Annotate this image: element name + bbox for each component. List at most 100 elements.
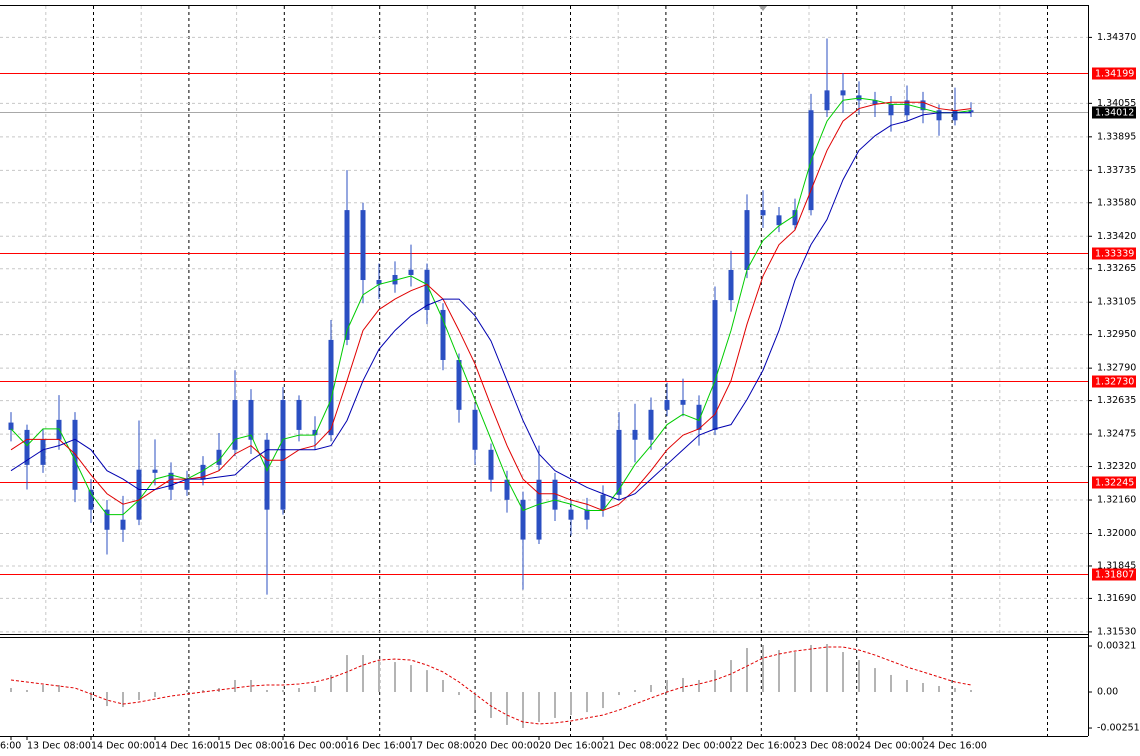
y-tick-label: 1.34055 xyxy=(1097,98,1136,109)
candle-body xyxy=(680,399,686,405)
level-label-box xyxy=(1092,247,1136,260)
x-tick-label: 24 Dec 16:00 xyxy=(923,741,987,752)
candle-body xyxy=(104,509,110,530)
candle-body xyxy=(440,309,446,360)
y-tick-label: 1.33580 xyxy=(1097,197,1136,208)
candle-body xyxy=(392,274,398,285)
candle-body xyxy=(168,472,174,490)
level-label-box xyxy=(1092,568,1136,581)
y-tick-label: 1.31845 xyxy=(1097,560,1136,571)
indicator-line xyxy=(10,101,972,512)
level-label-box xyxy=(1092,67,1136,80)
candle-body xyxy=(456,359,462,410)
candle-body xyxy=(968,110,974,113)
candle-body xyxy=(664,399,670,410)
x-tick-label: 24 Dec 00:00 xyxy=(859,741,923,752)
candle-body xyxy=(328,339,334,436)
y-tick-label: 0.00321 xyxy=(1097,641,1136,652)
level-label-box xyxy=(1092,375,1136,388)
candle-body xyxy=(616,429,622,495)
candle-body xyxy=(840,90,846,96)
candle-body xyxy=(744,210,750,270)
candle-body xyxy=(408,269,414,275)
candle-body xyxy=(488,449,494,480)
candle-body xyxy=(920,100,926,111)
candle-body xyxy=(600,494,606,510)
candle-body xyxy=(936,110,942,121)
x-tick-label: 14 Dec 00:00 xyxy=(91,741,155,752)
y-tick-label: 1.32475 xyxy=(1097,429,1136,440)
grid xyxy=(0,6,1088,736)
candle-body xyxy=(952,110,958,121)
candle-body xyxy=(248,399,254,440)
candle-body xyxy=(312,429,318,436)
candle-body xyxy=(264,439,270,510)
marks xyxy=(8,38,974,728)
candle-body xyxy=(584,509,590,520)
axes: 6:00 13 Dec 08:00 14 Dec 00:00 14 Dec 16:00… xyxy=(0,5,1140,752)
y-tick-label: 1.33735 xyxy=(1097,165,1136,176)
candle-body xyxy=(216,449,222,465)
level-label: 1.33339 xyxy=(1095,249,1134,260)
indicator-line xyxy=(10,112,971,501)
x-tick-label: 20 Dec 16:00 xyxy=(539,741,603,752)
candle-body xyxy=(904,100,910,116)
candle-body xyxy=(696,404,702,430)
candle-body xyxy=(712,300,718,430)
candle-body xyxy=(424,269,430,310)
level-label: 1.32730 xyxy=(1095,377,1134,388)
y-tick-label: 1.31690 xyxy=(1097,593,1136,604)
candle-body xyxy=(344,210,350,340)
x-tick-label: 6:00 xyxy=(0,741,21,752)
y-tick-label: 1.32000 xyxy=(1097,528,1136,539)
y-tick-label: 0.00 xyxy=(1097,687,1118,698)
x-tick-label: 22 Dec 00:00 xyxy=(667,741,731,752)
x-tick-label: 15 Dec 08:00 xyxy=(219,741,283,752)
candle-body xyxy=(376,280,382,285)
y-tick-label: 1.34370 xyxy=(1097,32,1136,43)
x-tick-label: 13 Dec 08:00 xyxy=(27,741,91,752)
y-tick-label: 1.32320 xyxy=(1097,461,1136,472)
y-tick-label: 1.32790 xyxy=(1097,363,1136,374)
candle-body xyxy=(88,489,94,510)
candle-body xyxy=(360,210,366,281)
last-price-label: 1.34012 xyxy=(1095,108,1134,119)
y-tick-label: 1.33105 xyxy=(1097,297,1136,308)
indicator-line xyxy=(10,646,972,725)
candle-body xyxy=(888,104,894,116)
x-tick-label: 16 Dec 00:00 xyxy=(283,741,347,752)
candle-body xyxy=(296,399,302,430)
candle-body xyxy=(72,419,78,490)
level-label-box xyxy=(1092,476,1136,489)
x-tick-label: 23 Dec 08:00 xyxy=(795,741,859,752)
y-tick-label: 1.33265 xyxy=(1097,263,1136,274)
candle-body xyxy=(152,469,158,473)
candle-body xyxy=(232,399,238,450)
candle-body xyxy=(648,409,654,440)
y-tick-label: 1.33420 xyxy=(1097,231,1136,242)
y-tick-label: 1.32160 xyxy=(1097,495,1136,506)
x-tick-label: 17 Dec 08:00 xyxy=(411,741,475,752)
x-tick-label: 16 Dec 16:00 xyxy=(347,741,411,752)
x-tick-label: 14 Dec 16:00 xyxy=(155,741,219,752)
y-tick-label: 1.33895 xyxy=(1097,131,1136,142)
candle-body xyxy=(40,439,46,465)
candle-body xyxy=(280,399,286,510)
level-label: 1.32245 xyxy=(1095,478,1134,489)
candle-body xyxy=(536,479,542,540)
candle-body xyxy=(632,429,638,440)
candle-body xyxy=(760,210,766,216)
level-label: 1.34199 xyxy=(1095,69,1134,80)
x-tick-label: 21 Dec 08:00 xyxy=(603,741,667,752)
x-tick-label: 22 Dec 16:00 xyxy=(731,741,795,752)
y-tick-label: 1.32635 xyxy=(1097,395,1136,406)
candle-body xyxy=(792,210,798,226)
indicator-line xyxy=(10,97,972,516)
candle-body xyxy=(872,100,878,105)
candle-body xyxy=(136,469,142,520)
candle-body xyxy=(200,464,206,480)
y-tick-label: 1.32950 xyxy=(1097,329,1136,340)
candle-body xyxy=(824,90,830,111)
